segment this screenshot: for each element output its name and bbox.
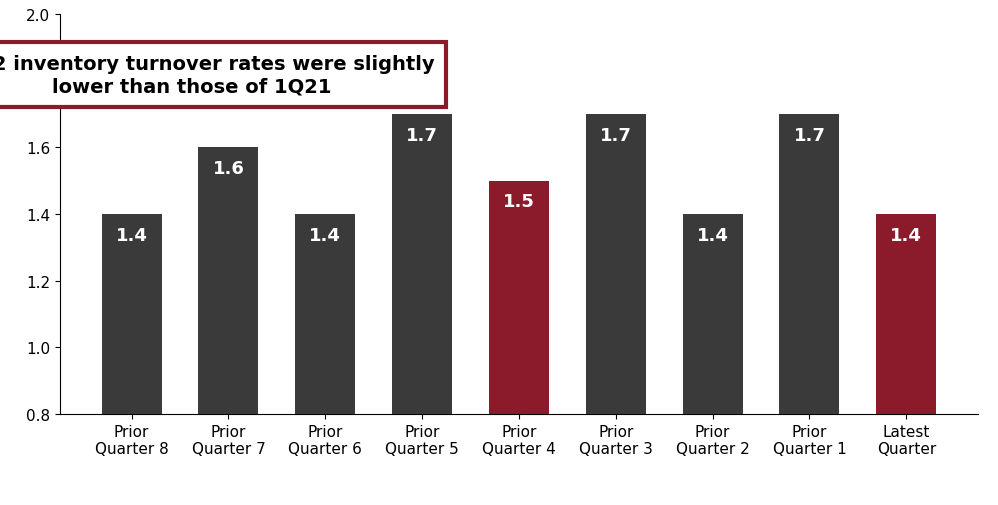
Bar (102, 215, 162, 414)
Text: 1.4: 1.4 (697, 226, 729, 244)
Bar (779, 115, 839, 414)
Text: 1.5: 1.5 (503, 193, 535, 211)
Text: 1.7: 1.7 (600, 127, 632, 144)
Text: 1.4: 1.4 (116, 226, 148, 244)
Bar (199, 148, 258, 414)
Text: 1.4: 1.4 (890, 226, 922, 244)
Text: 1.7: 1.7 (406, 127, 438, 144)
Text: 1.7: 1.7 (793, 127, 825, 144)
Bar (489, 181, 549, 414)
Bar (392, 115, 452, 414)
Bar (876, 215, 936, 414)
Bar (586, 115, 646, 414)
Bar (295, 215, 355, 414)
Text: 1Q22 inventory turnover rates were slightly
lower than those of 1Q21: 1Q22 inventory turnover rates were sligh… (0, 55, 434, 96)
Text: 1.4: 1.4 (309, 226, 341, 244)
Text: 1.6: 1.6 (213, 160, 245, 178)
Bar (683, 215, 743, 414)
